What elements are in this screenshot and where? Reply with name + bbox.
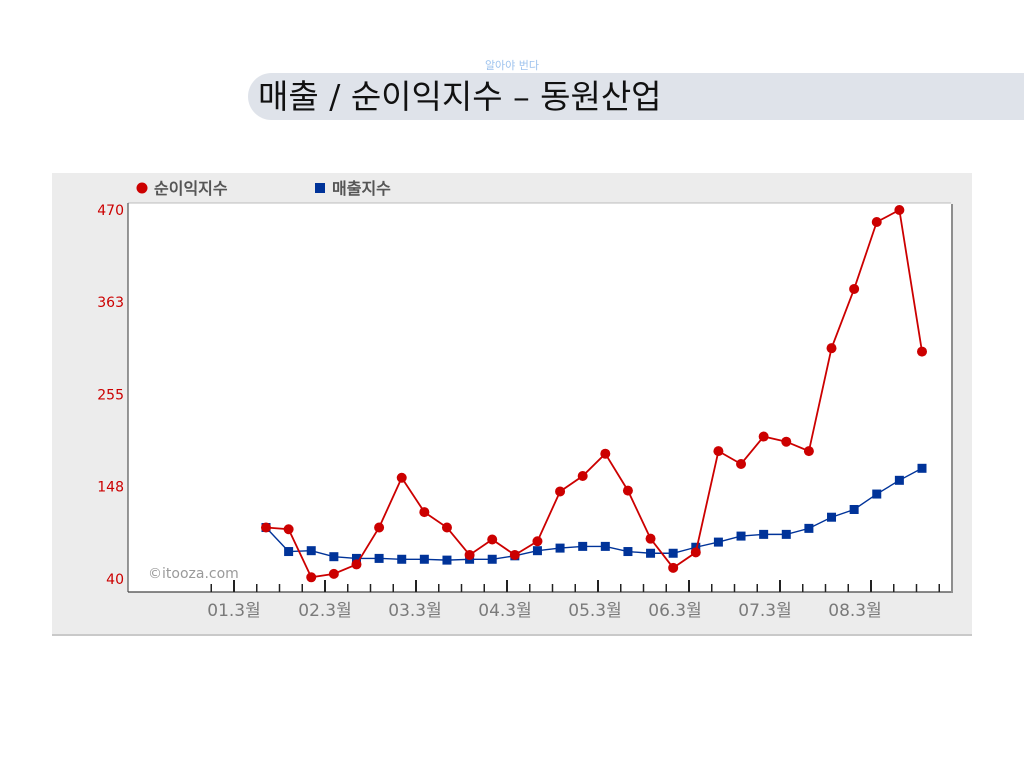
x-tick-label: 04.3월 bbox=[478, 601, 532, 621]
legend-label: 매출지수 bbox=[332, 179, 391, 198]
y-tick-label: 255 bbox=[97, 388, 124, 404]
series-point bbox=[351, 553, 361, 563]
series-point bbox=[261, 522, 271, 533]
x-tick-label: 05.3월 bbox=[568, 601, 622, 621]
series-point bbox=[917, 346, 927, 357]
series-point bbox=[759, 529, 769, 539]
y-tick-label: 40 bbox=[106, 572, 124, 588]
series-point bbox=[826, 343, 837, 354]
x-tick-label: 03.3월 bbox=[388, 601, 442, 621]
chart-ticks bbox=[210, 580, 940, 592]
y-tick-labels: 40 148 255 363 470 bbox=[97, 203, 124, 588]
series-point bbox=[419, 554, 429, 564]
series-point bbox=[713, 537, 723, 547]
series-point bbox=[329, 552, 339, 562]
series-point bbox=[419, 507, 430, 518]
series-point bbox=[532, 536, 543, 547]
legend: 순이익지수 매출지수 bbox=[136, 179, 391, 198]
series-layer bbox=[261, 205, 927, 583]
legend-marker bbox=[136, 182, 148, 194]
series-point bbox=[736, 531, 746, 541]
series-line bbox=[265, 208, 923, 579]
series-point bbox=[894, 475, 904, 485]
watermark: ©itooza.com bbox=[148, 566, 239, 582]
series-point bbox=[894, 205, 905, 215]
series-point bbox=[464, 549, 475, 560]
series-point bbox=[622, 485, 633, 496]
series-point bbox=[284, 547, 294, 557]
series-point bbox=[555, 486, 566, 497]
series-point bbox=[917, 463, 927, 473]
series-point bbox=[804, 523, 814, 533]
series-point bbox=[555, 543, 565, 553]
x-tick-label: 06.3월 bbox=[648, 601, 702, 621]
title-bar bbox=[248, 73, 1024, 120]
series-point bbox=[668, 548, 678, 558]
series-point bbox=[849, 283, 860, 294]
x-tick-label: 07.3월 bbox=[738, 601, 792, 621]
series-point bbox=[374, 553, 384, 563]
series-point bbox=[578, 541, 588, 551]
series-point bbox=[827, 512, 837, 522]
series-point bbox=[328, 568, 339, 579]
y-tick-label: 363 bbox=[97, 295, 124, 311]
page-title: 매출 / 순이익지수 – 동원산업 bbox=[258, 77, 662, 116]
series-point bbox=[487, 554, 497, 564]
series-point bbox=[691, 542, 701, 552]
series-point bbox=[623, 547, 633, 557]
series-point bbox=[781, 529, 791, 539]
series-point bbox=[781, 436, 792, 447]
series-point bbox=[441, 522, 452, 533]
x-tick-label: 01.3월 bbox=[207, 601, 261, 621]
y-tick-label: 470 bbox=[97, 203, 124, 219]
series-point bbox=[374, 522, 385, 533]
series-point bbox=[306, 572, 317, 583]
chart-panel: 40 148 255 363 470 01.3월 02.3월 03.3월 04.3월 05.3월… bbox=[52, 173, 972, 636]
series-point bbox=[758, 431, 769, 442]
y-tick-label: 148 bbox=[97, 479, 124, 495]
series-point bbox=[668, 562, 679, 573]
series-point bbox=[487, 534, 498, 545]
legend-marker bbox=[315, 183, 325, 193]
series-point bbox=[872, 489, 882, 499]
series-point bbox=[646, 548, 656, 558]
subtitle: 알아야 번다 bbox=[484, 59, 540, 72]
series-point bbox=[532, 546, 542, 556]
series-point bbox=[713, 446, 724, 457]
series-point bbox=[283, 524, 294, 535]
series-point bbox=[871, 217, 882, 228]
chart: 40 148 255 363 470 01.3월 02.3월 03.3월 04.3월 05.3월… bbox=[97, 179, 953, 621]
series-point bbox=[442, 555, 452, 565]
x-tick-label: 02.3월 bbox=[298, 601, 352, 621]
plot-area bbox=[128, 203, 951, 592]
series-point bbox=[306, 546, 316, 556]
series-point bbox=[645, 533, 656, 544]
x-tick-label: 08.3월 bbox=[828, 601, 882, 621]
series-point bbox=[600, 541, 610, 551]
legend-label: 순이익지수 bbox=[154, 179, 228, 198]
series-point bbox=[397, 554, 407, 564]
series-point bbox=[509, 549, 520, 560]
series-point bbox=[803, 446, 814, 457]
series-point bbox=[396, 472, 407, 483]
series-point bbox=[600, 448, 611, 459]
series-point bbox=[351, 559, 362, 570]
series-point bbox=[736, 459, 747, 470]
series-point bbox=[849, 504, 859, 514]
series-point bbox=[690, 547, 701, 558]
x-tick-labels: 01.3월 02.3월 03.3월 04.3월 05.3월 06.3월 07.3월 08.3월 bbox=[207, 601, 882, 621]
series-point bbox=[577, 471, 588, 482]
